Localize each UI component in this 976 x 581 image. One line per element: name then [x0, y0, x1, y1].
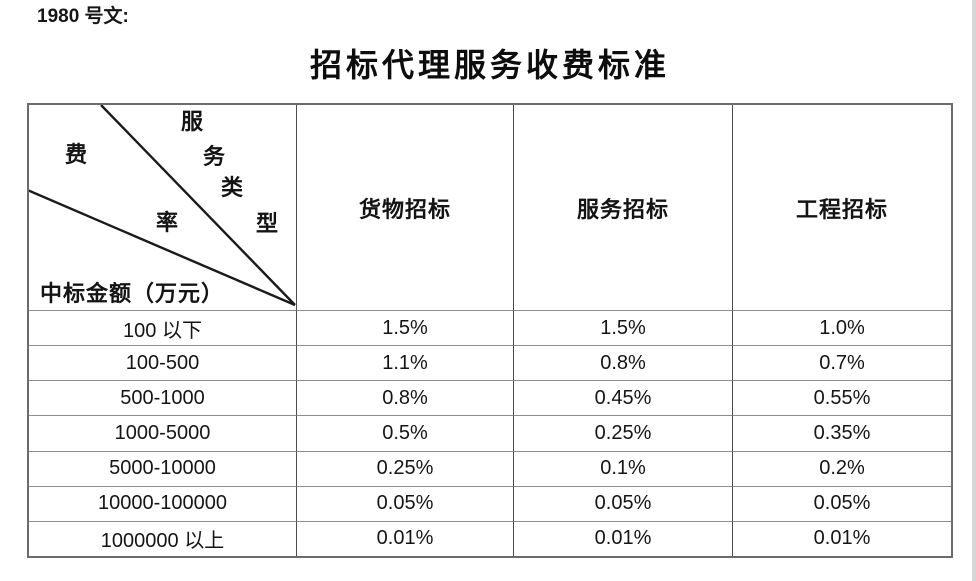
corner-service-char-2: 务 [202, 144, 225, 169]
goods-rate-cell: 1.5% [297, 310, 514, 346]
column-header-goods: 货物招标 [297, 105, 514, 310]
services-rate-cell: 0.05% [514, 485, 733, 521]
row-amount-range: 500-1000 [29, 380, 297, 416]
row-amount-range: 10000-100000 [29, 485, 297, 521]
row-amount-range: 100 以下 [29, 310, 297, 346]
column-header-engineering: 工程招标 [795, 196, 888, 222]
engineering-rate-cell: 0.35% [733, 415, 951, 450]
engineering-rate-cell: 0.55% [733, 380, 951, 415]
diagonal-divider-lines-icon [29, 105, 296, 307]
fee-standard-table: 费 率 服 务 类 型 中标金额（万元） 货物招标 服务招标 工程招标 100 … [27, 103, 953, 558]
services-rate-cell: 0.25% [514, 415, 733, 451]
row-amount-range: 1000000 以上 [29, 520, 297, 556]
row-amount-range: 100-500 [29, 345, 297, 381]
goods-rate-cell: 0.8% [297, 380, 514, 416]
goods-rate-cell: 1.1% [297, 345, 514, 381]
page-title: 招标代理服务收费标准 [309, 47, 670, 83]
page-right-edge [972, 0, 976, 581]
document-number-label: 1980 号文: [37, 6, 129, 27]
services-rate-cell: 0.8% [514, 345, 733, 381]
table-corner-cell: 费 率 服 务 类 型 中标金额（万元） [29, 105, 297, 310]
corner-fee-char: 费 [64, 142, 87, 167]
services-rate-cell: 0.1% [514, 450, 733, 486]
engineering-rate-cell: 0.01% [733, 520, 951, 556]
goods-rate-cell: 0.05% [297, 485, 514, 521]
corner-service-char-3: 类 [220, 175, 243, 200]
engineering-rate-cell: 0.05% [733, 485, 951, 521]
corner-rate-char: 率 [155, 210, 178, 235]
row-axis-label: 中标金额（万元） [40, 281, 225, 306]
engineering-rate-cell: 0.2% [733, 450, 951, 486]
corner-service-char-1: 服 [180, 109, 203, 134]
engineering-rate-cell: 0.7% [733, 345, 951, 380]
services-rate-cell: 0.45% [514, 380, 733, 416]
engineering-rate-cell: 1.0% [733, 310, 951, 345]
goods-rate-cell: 0.01% [297, 520, 514, 556]
services-rate-cell: 0.01% [514, 520, 733, 556]
row-amount-range: 1000-5000 [29, 415, 297, 451]
goods-rate-cell: 0.25% [297, 450, 514, 486]
row-amount-range: 5000-10000 [29, 450, 297, 486]
column-header-services: 服务招标 [514, 105, 733, 310]
services-rate-cell: 1.5% [514, 310, 733, 346]
goods-rate-cell: 0.5% [297, 415, 514, 451]
corner-service-char-4: 型 [255, 211, 278, 236]
